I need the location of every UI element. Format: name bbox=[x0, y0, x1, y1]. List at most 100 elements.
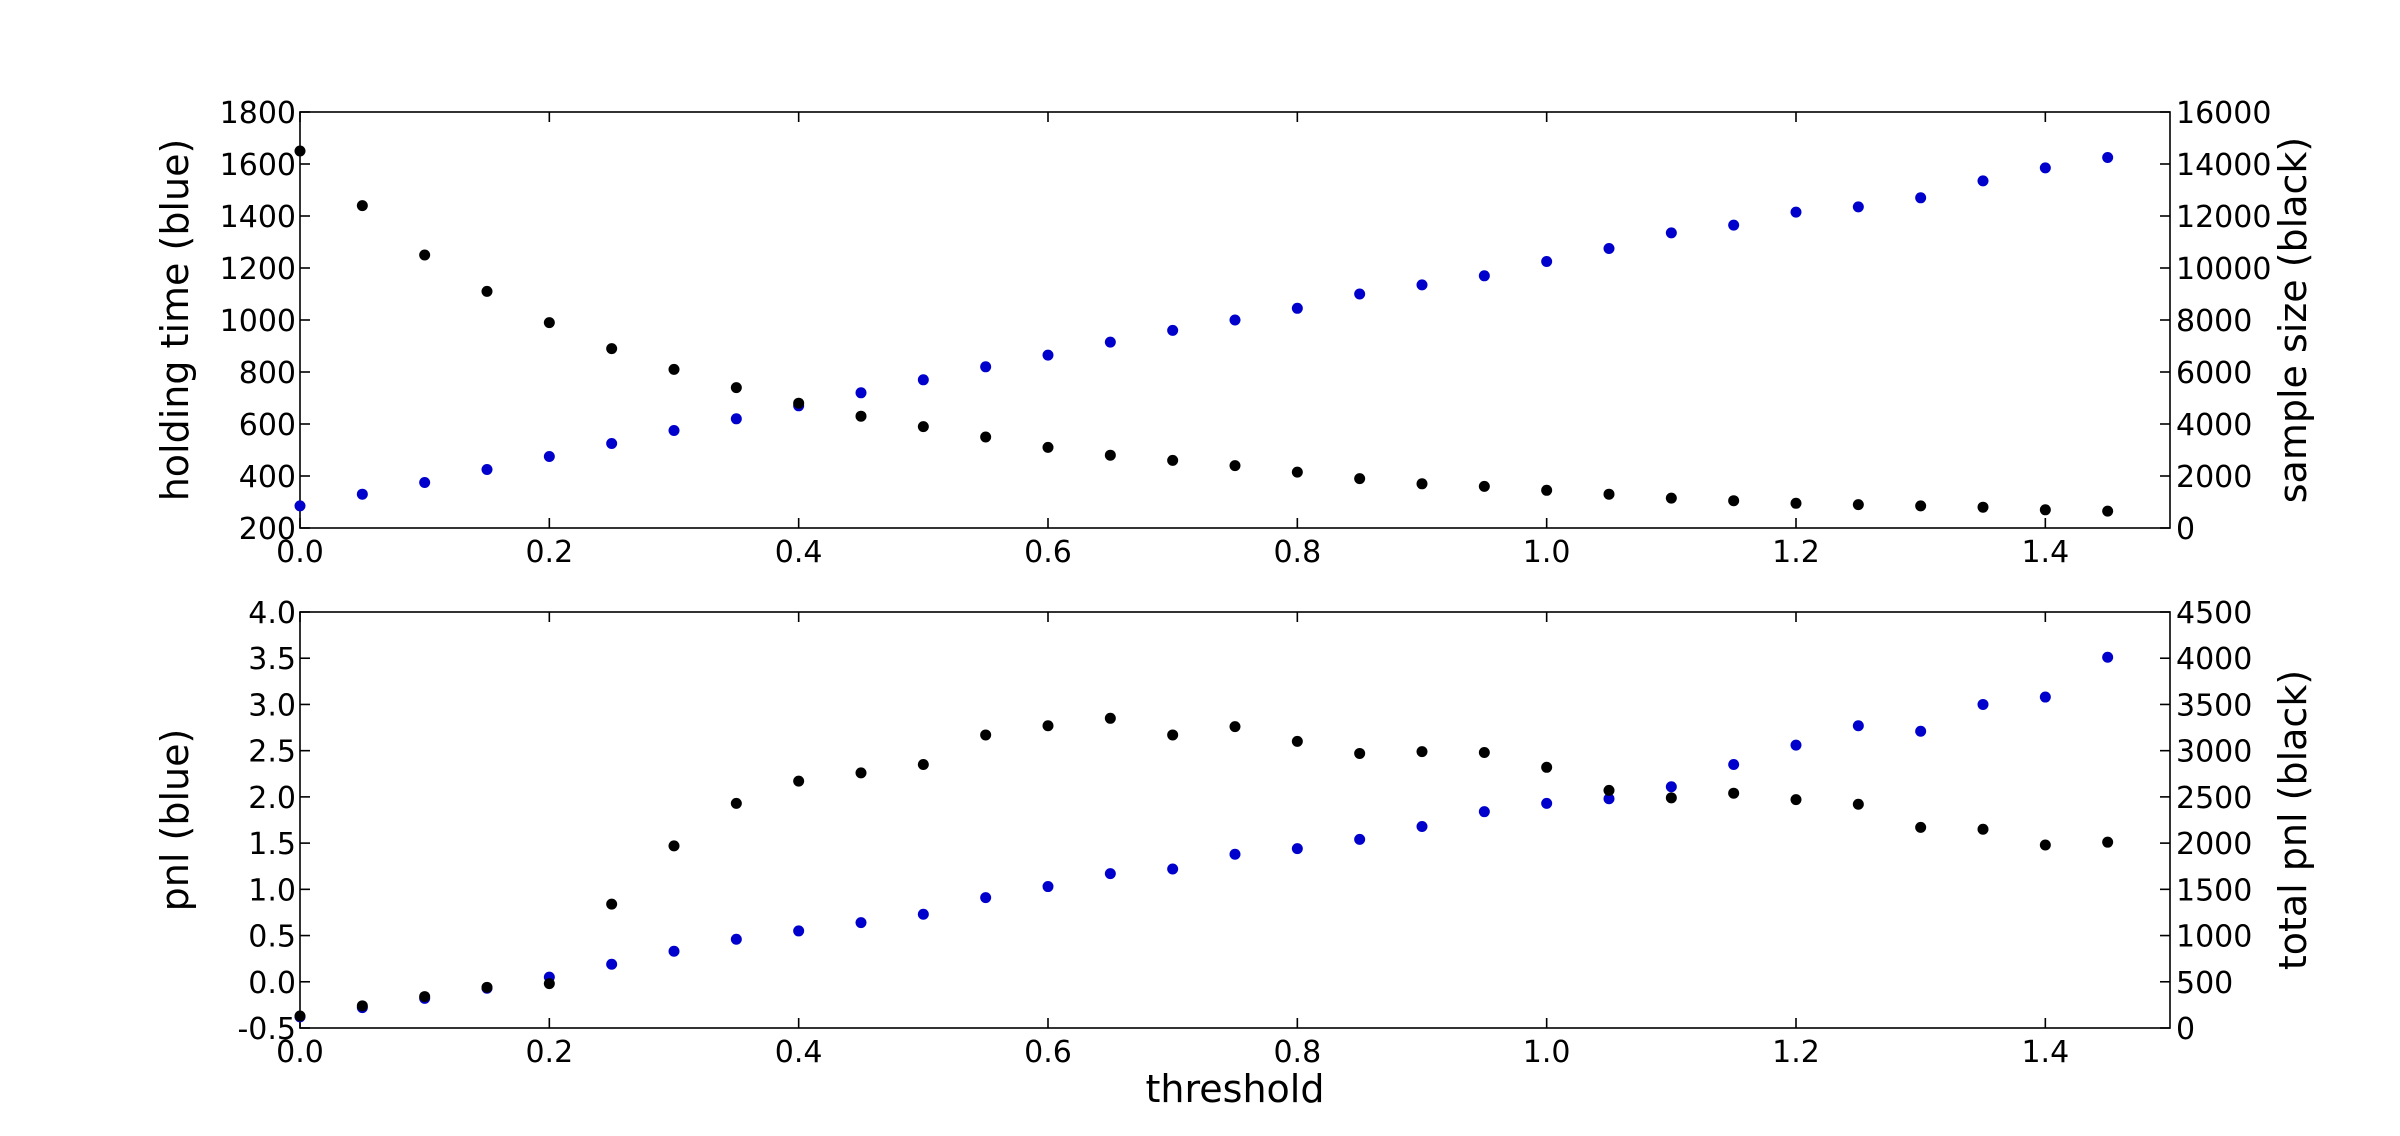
black-data-point bbox=[1728, 495, 1740, 507]
blue-data-point bbox=[1229, 848, 1241, 860]
blue-data-point bbox=[1104, 336, 1116, 348]
right-y-tick-label: 10000 bbox=[2176, 252, 2271, 287]
black-data-point bbox=[917, 421, 929, 433]
blue-data-point bbox=[419, 477, 431, 488]
right-y-tick-label: 2500 bbox=[2176, 781, 2252, 816]
blue-data-point bbox=[1603, 793, 1615, 805]
left-y-tick-label: 3.0 bbox=[248, 688, 296, 723]
blue-data-point bbox=[294, 500, 306, 512]
right-y-tick-label: 0 bbox=[2176, 512, 2195, 547]
black-data-point bbox=[481, 285, 493, 297]
black-data-point bbox=[481, 981, 493, 993]
black-data-point bbox=[855, 410, 867, 422]
left-y-tick-label: -0.5 bbox=[237, 1012, 296, 1047]
black-data-point bbox=[2102, 505, 2114, 517]
black-data-point bbox=[419, 991, 431, 1003]
top-panel-holding-time-vs-sample-size: 0.0 0.2 0.4 0.6 0.8 1.0 1.2 1.4 200 400 600 800 1000… bbox=[153, 96, 2315, 570]
blue-data-point bbox=[543, 451, 555, 462]
blue-data-point bbox=[1354, 288, 1366, 300]
black-data-point bbox=[793, 397, 805, 409]
black-data-point bbox=[1603, 784, 1615, 796]
black-data-point bbox=[2039, 839, 2051, 851]
x-tick-label: 0.0 bbox=[276, 535, 324, 570]
x-tick-label: 1.0 bbox=[1523, 535, 1571, 570]
right-y-tick-label: 6000 bbox=[2176, 356, 2252, 391]
blue-data-point bbox=[668, 945, 680, 957]
right-y-tick-label: 8000 bbox=[2176, 304, 2252, 339]
black-data-point bbox=[1478, 480, 1490, 492]
black-data-point bbox=[2039, 504, 2051, 516]
x-tick-label: 0.0 bbox=[276, 1035, 324, 1070]
black-data-point bbox=[294, 145, 306, 157]
black-data-point bbox=[1915, 821, 1927, 833]
black-data-point bbox=[1852, 499, 1864, 511]
black-series-points bbox=[294, 712, 2114, 1022]
blue-data-point bbox=[1915, 725, 1927, 737]
right-y-tick-label: 3500 bbox=[2176, 688, 2252, 723]
left-y-tick-label: 0.5 bbox=[248, 920, 296, 955]
blue-data-point bbox=[668, 425, 680, 436]
black-data-point bbox=[1416, 746, 1428, 758]
black-data-point bbox=[1104, 449, 1116, 461]
black-data-point bbox=[1167, 729, 1179, 741]
black-data-point bbox=[294, 1010, 306, 1022]
left-y-tick-label: 1200 bbox=[220, 252, 296, 287]
black-data-point bbox=[606, 898, 618, 910]
right-y-tick-label: 500 bbox=[2176, 966, 2233, 1001]
black-data-point bbox=[730, 382, 742, 394]
black-data-point bbox=[1167, 454, 1179, 466]
black-data-point bbox=[1915, 500, 1927, 512]
x-tick-label: 0.8 bbox=[1273, 535, 1321, 570]
blue-data-point bbox=[1167, 324, 1179, 336]
blue-data-point bbox=[1478, 806, 1490, 818]
black-data-point bbox=[543, 317, 555, 329]
right-y-tick-label: 4000 bbox=[2176, 408, 2252, 443]
left-y-tick-label: 2.5 bbox=[248, 735, 296, 770]
black-data-point bbox=[730, 797, 742, 809]
x-tick-label: 1.4 bbox=[2021, 1035, 2069, 1070]
blue-data-point bbox=[1852, 720, 1864, 732]
bottom-panel-pnl-vs-total-pnl: 0.0 0.2 0.4 0.6 0.8 1.0 1.2 1.4-0.50.00.51.01.5… bbox=[153, 596, 2315, 1111]
blue-data-point bbox=[1603, 243, 1615, 254]
blue-data-point bbox=[1665, 227, 1677, 239]
black-data-point bbox=[1229, 460, 1241, 472]
black-data-point bbox=[855, 767, 867, 779]
black-data-point bbox=[1977, 501, 1989, 513]
black-data-point bbox=[419, 249, 431, 261]
x-tick-label: 0.6 bbox=[1024, 535, 1072, 570]
blue-data-point bbox=[1728, 759, 1740, 771]
black-data-point bbox=[1790, 497, 1802, 509]
right-y-tick-label: 3000 bbox=[2176, 735, 2252, 770]
left-y-tick-label: 1.5 bbox=[248, 827, 296, 862]
left-y-axis-label: pnl (blue) bbox=[153, 729, 197, 912]
blue-data-point bbox=[1416, 820, 1428, 832]
blue-data-point bbox=[2039, 162, 2051, 174]
black-data-point bbox=[1104, 712, 1116, 724]
x-tick-label: 1.2 bbox=[1772, 1035, 1820, 1070]
left-y-tick-label: 4.0 bbox=[248, 596, 296, 631]
right-y-tick-label: 12000 bbox=[2176, 200, 2271, 235]
black-data-point bbox=[356, 200, 368, 212]
blue-data-point bbox=[1416, 279, 1428, 291]
black-data-point bbox=[917, 759, 929, 771]
black-data-point bbox=[1541, 761, 1553, 773]
black-data-point bbox=[606, 343, 618, 355]
blue-data-point bbox=[917, 374, 929, 386]
right-y-tick-label: 1000 bbox=[2176, 920, 2252, 955]
x-tick-label: 0.4 bbox=[775, 535, 823, 570]
blue-data-point bbox=[1354, 833, 1366, 845]
black-data-point bbox=[980, 431, 992, 443]
x-tick-label: 0.8 bbox=[1273, 1035, 1321, 1070]
right-y-axis-label: total pnl (black) bbox=[2271, 670, 2315, 970]
left-y-tick-label: 400 bbox=[239, 460, 296, 495]
black-data-point bbox=[1541, 484, 1553, 496]
x-tick-label: 0.2 bbox=[525, 535, 573, 570]
black-data-point bbox=[1291, 466, 1303, 478]
blue-data-point bbox=[1852, 201, 1864, 213]
black-data-point bbox=[1354, 473, 1366, 485]
blue-data-point bbox=[730, 413, 742, 425]
right-y-tick-label: 2000 bbox=[2176, 827, 2252, 862]
left-y-tick-label: 1000 bbox=[220, 304, 296, 339]
left-y-tick-label: 2.0 bbox=[248, 781, 296, 816]
blue-data-point bbox=[2039, 691, 2051, 703]
